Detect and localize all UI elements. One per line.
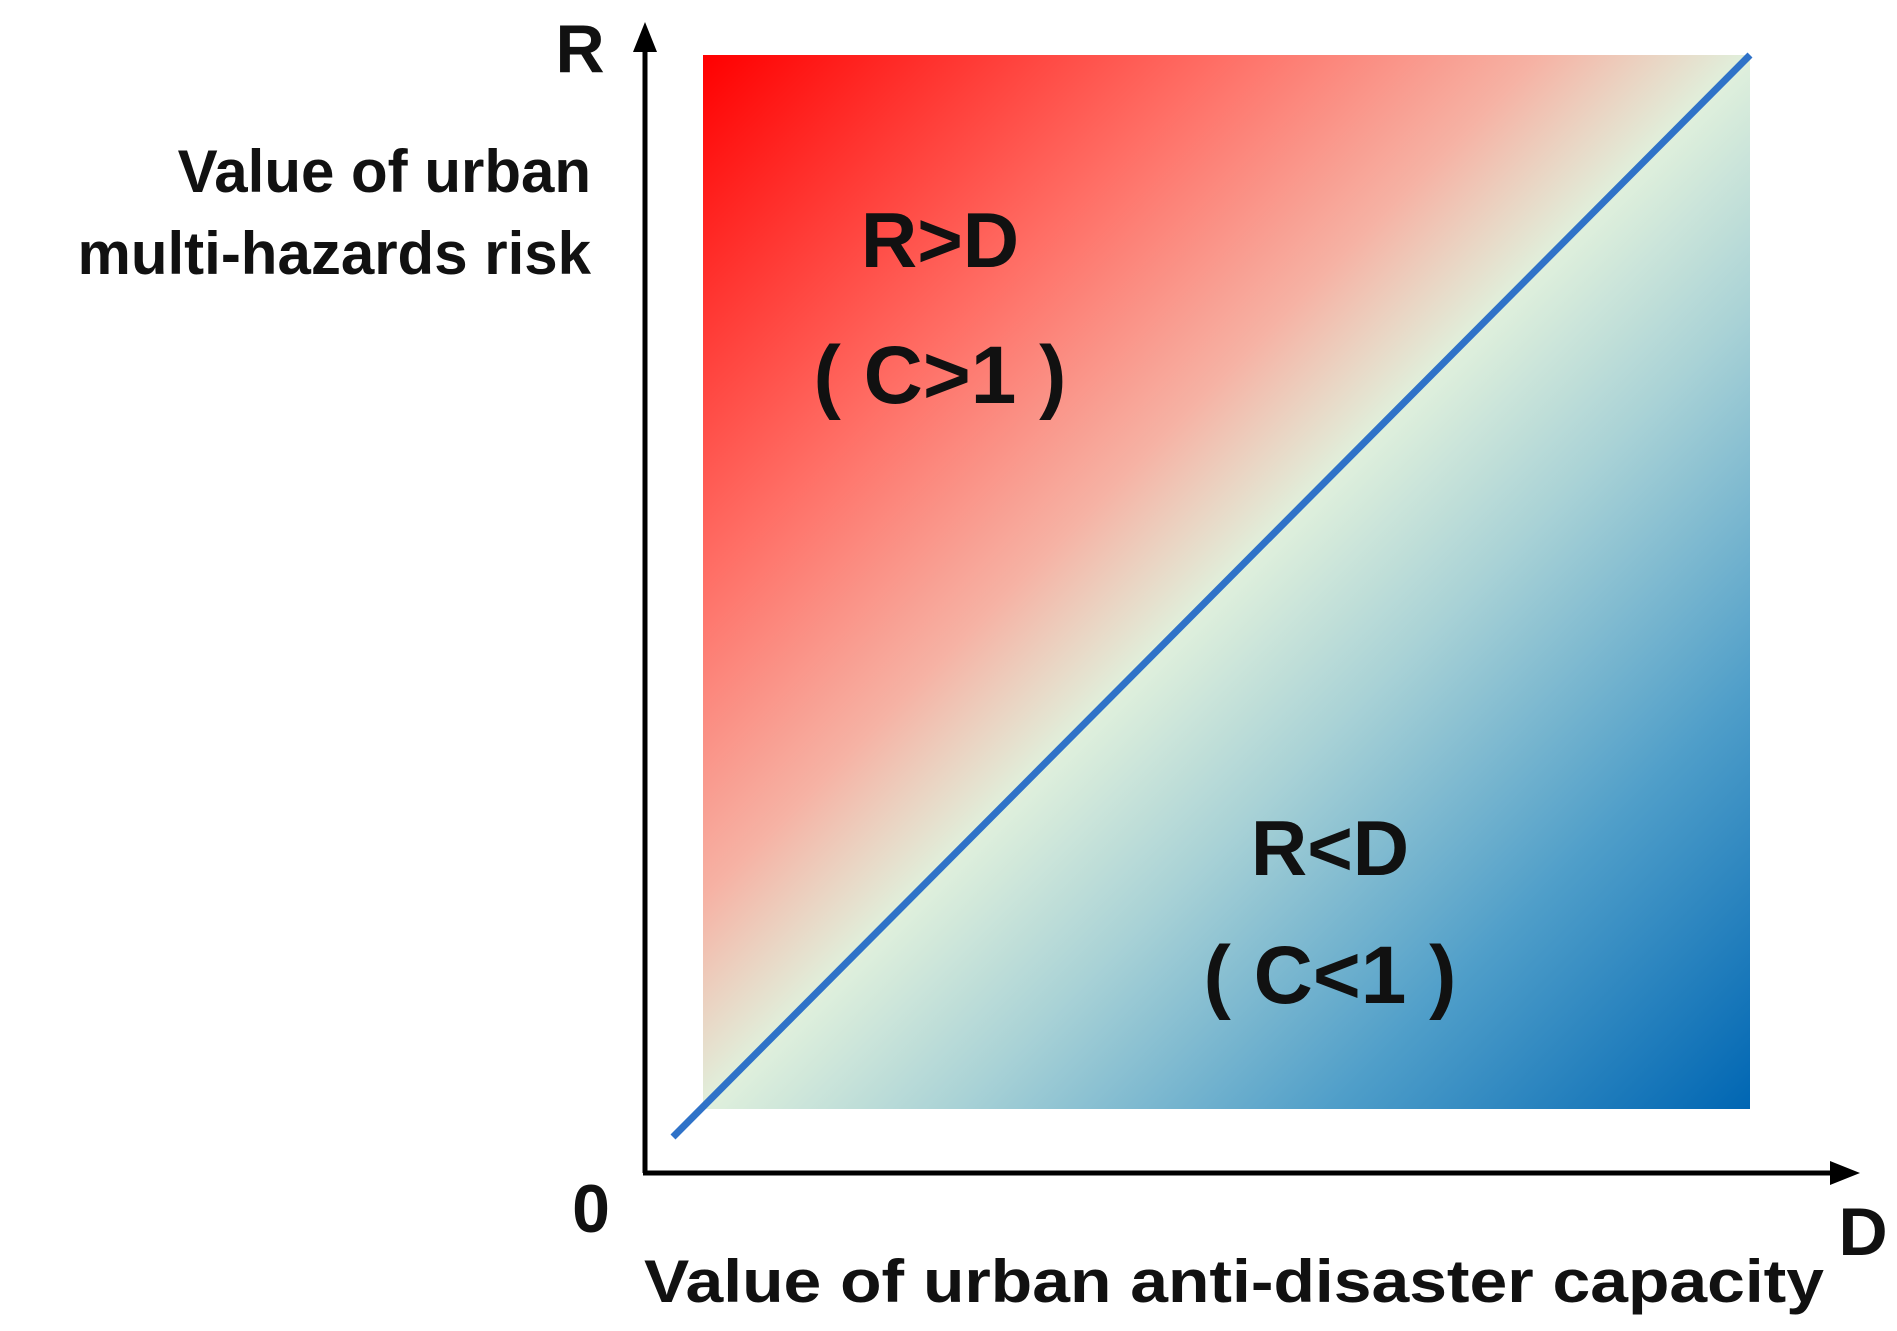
y-axis-symbol: R — [555, 11, 604, 87]
origin-label: 0 — [572, 1171, 610, 1247]
x-axis-title: Value of urban anti-disaster capacity — [644, 1248, 1825, 1315]
lower-region-condition: ( C<1 ) — [1204, 930, 1457, 1021]
y-axis-arrow-icon — [633, 22, 657, 52]
y-axis-title-line-2: multi-hazards risk — [78, 220, 592, 287]
x-axis-arrow-icon — [1830, 1161, 1860, 1185]
lower-region-relation: R<D — [1251, 804, 1409, 892]
y-axis-title-line-1: Value of urban — [178, 138, 591, 205]
diagonal-line — [670, 52, 1753, 1140]
upper-region-relation: R>D — [861, 196, 1019, 284]
x-axis-symbol: D — [1838, 1194, 1887, 1270]
upper-region-condition: ( C>1 ) — [814, 330, 1067, 421]
